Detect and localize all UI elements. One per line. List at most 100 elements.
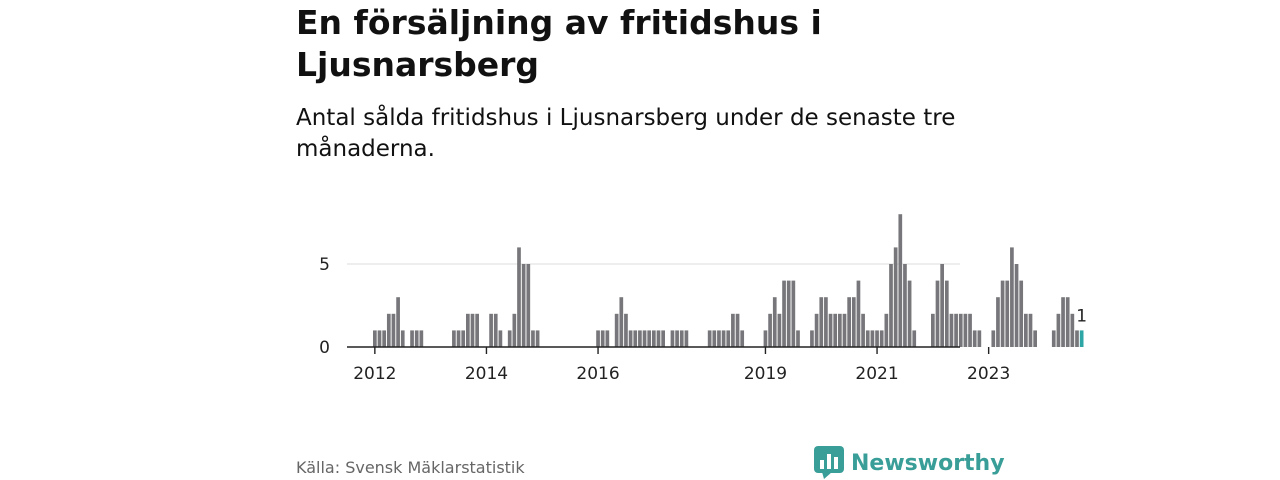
bar <box>893 247 898 347</box>
bar <box>870 330 875 347</box>
bar <box>391 313 396 347</box>
y-tick-label: 5 <box>319 255 330 275</box>
bar <box>1051 330 1056 347</box>
x-tick-label: 2023 <box>967 364 1010 384</box>
bar-latest <box>1079 330 1084 347</box>
bar <box>935 280 940 347</box>
bar <box>810 330 814 347</box>
bar <box>1033 330 1037 347</box>
bar <box>786 280 791 347</box>
bar <box>851 297 856 347</box>
x-tick-label: 2021 <box>855 364 898 384</box>
bar <box>912 330 917 347</box>
bar <box>382 330 386 347</box>
bar <box>884 313 889 347</box>
bar <box>600 330 605 347</box>
chart-title: En försäljning av fritidshus i Ljusnarsb… <box>296 3 822 84</box>
bar <box>1019 280 1024 347</box>
bar <box>1014 264 1019 347</box>
bar <box>642 330 647 347</box>
bar <box>991 330 996 347</box>
newsworthy-logo: Newsworthy <box>814 446 1005 480</box>
bar <box>535 330 540 347</box>
bar <box>907 280 912 347</box>
bar <box>619 297 624 347</box>
bar <box>1028 313 1033 347</box>
bar <box>735 313 740 347</box>
bar <box>814 313 819 347</box>
bar <box>419 330 424 347</box>
bar <box>661 330 665 347</box>
bar <box>461 330 466 347</box>
bar <box>614 313 619 347</box>
bar <box>1056 313 1061 347</box>
y-tick-label: 0 <box>319 338 330 358</box>
bar <box>596 330 600 347</box>
bar <box>1024 313 1028 347</box>
bar <box>838 313 842 347</box>
bar <box>512 313 517 347</box>
bar <box>456 330 461 347</box>
bar <box>731 313 735 347</box>
bar <box>949 313 954 347</box>
bar <box>903 264 907 347</box>
bar <box>847 297 851 347</box>
bar <box>605 330 610 347</box>
bar <box>400 330 405 347</box>
bar <box>386 313 391 347</box>
bar <box>931 313 935 347</box>
bar <box>940 264 944 347</box>
bar <box>670 330 675 347</box>
bar <box>772 297 777 347</box>
bar <box>796 330 800 347</box>
bar <box>958 313 963 347</box>
bar <box>828 313 833 347</box>
bar <box>470 313 475 347</box>
bar <box>944 280 949 347</box>
bar-chart: 05 2012 2014 2016 2019 2021 2023 1 <box>319 214 1087 384</box>
bar <box>791 280 796 347</box>
y-axis: 05 <box>319 255 330 358</box>
x-tick-label: 2016 <box>576 364 619 384</box>
last-value-label: 1 <box>1076 306 1087 326</box>
bar <box>638 330 642 347</box>
bar <box>865 330 870 347</box>
bar <box>647 330 652 347</box>
newsworthy-logo-icon <box>814 446 844 479</box>
bar <box>1070 313 1075 347</box>
bar <box>675 330 679 347</box>
bar <box>656 330 661 347</box>
bar <box>879 330 884 347</box>
bar <box>977 330 982 347</box>
bar <box>1075 330 1079 347</box>
bar <box>475 313 479 347</box>
bar <box>396 297 400 347</box>
bar <box>833 313 838 347</box>
bar <box>493 313 498 347</box>
bar <box>768 313 772 347</box>
bar <box>972 330 977 347</box>
bar <box>498 330 503 347</box>
bar <box>531 330 535 347</box>
bar <box>466 313 470 347</box>
bar <box>740 330 745 347</box>
bar <box>717 330 721 347</box>
bar <box>652 330 656 347</box>
bar <box>633 330 638 347</box>
bar <box>1005 280 1010 347</box>
bar <box>763 330 768 347</box>
bar <box>410 330 414 347</box>
bar <box>842 313 847 347</box>
bar <box>452 330 456 347</box>
bar <box>712 330 717 347</box>
bar <box>414 330 419 347</box>
bar <box>954 313 958 347</box>
newsworthy-logo-text: Newsworthy <box>851 450 1005 476</box>
bar <box>968 313 972 347</box>
bar <box>726 330 731 347</box>
bar <box>898 214 903 347</box>
x-axis: 2012 2014 2016 2019 2021 2023 <box>353 347 1010 384</box>
bar <box>377 330 382 347</box>
bar <box>1065 297 1070 347</box>
bar <box>782 280 786 347</box>
